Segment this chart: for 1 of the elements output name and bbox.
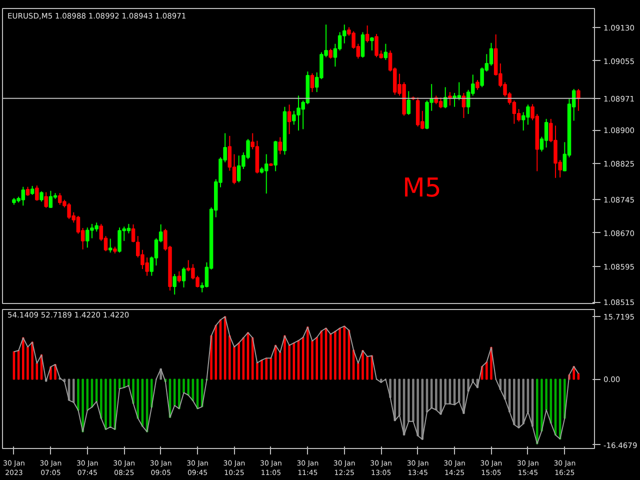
annotation: M5 — [402, 174, 442, 204]
